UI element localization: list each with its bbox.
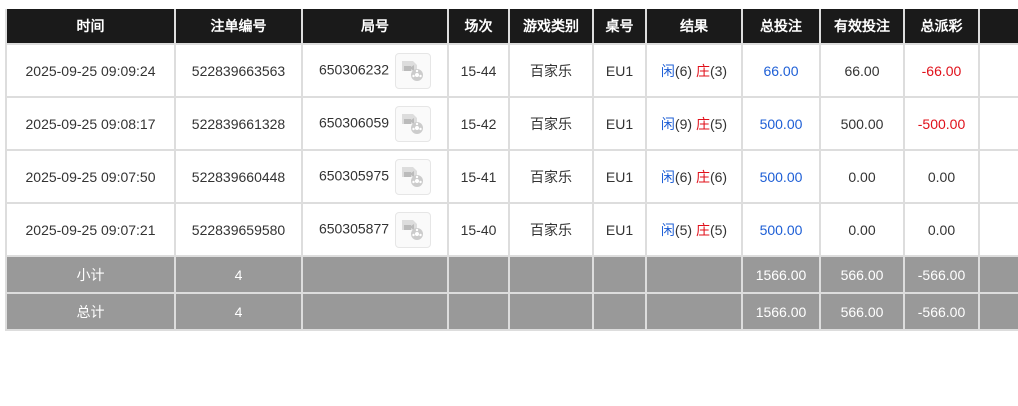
column-header: 时间 [5, 9, 176, 45]
video-replay-icon[interactable] [395, 158, 432, 195]
table-row: 2025-09-25 09:07:50 522839660448 6503059… [5, 149, 1018, 204]
banker-score: (6) [709, 168, 728, 185]
game-type: 百家乐 [508, 96, 594, 151]
banker-label: 庄 [695, 168, 710, 185]
bet-time: 2025-09-25 09:07:50 [5, 149, 176, 204]
column-header: 有效投注 [819, 9, 905, 45]
round-cell: 650306059 [301, 96, 449, 151]
game-type: 百家乐 [508, 202, 594, 257]
subtotal-count: 4 [174, 255, 303, 294]
table-row: 2025-09-25 09:07:21 522839659580 6503058… [5, 202, 1018, 257]
subtotal-valid-bet: 566.00 [819, 255, 905, 294]
subtotal-payout: -566.00 [903, 255, 980, 294]
game-type: 百家乐 [508, 149, 594, 204]
video-replay-icon[interactable] [395, 211, 432, 248]
table-row: 2025-09-25 09:09:24 522839663563 6503062… [5, 43, 1018, 98]
table-id: EU1 [592, 96, 647, 151]
total-bet[interactable]: 66.00 [741, 43, 821, 98]
valid-bet: 500.00 [819, 96, 905, 151]
subtotal-label: 小计 [5, 255, 176, 294]
payout: -500.00 [903, 96, 980, 151]
round-id: 650306232 [318, 61, 390, 78]
round-cell: 650305975 [301, 149, 449, 204]
total-bet[interactable]: 500.00 [741, 149, 821, 204]
column-header [978, 9, 1018, 45]
total-total-bet: 1566.00 [741, 292, 821, 331]
empty-cell [978, 96, 1018, 151]
video-replay-icon[interactable] [395, 52, 432, 89]
payout: -66.00 [903, 43, 980, 98]
empty-cell [978, 202, 1018, 257]
shoe: 15-44 [447, 43, 510, 98]
round-cell: 650306232 [301, 43, 449, 98]
table-id: EU1 [592, 43, 647, 98]
player-score: (9) [674, 115, 693, 132]
total-label: 总计 [5, 292, 176, 331]
round-id: 650305975 [318, 167, 390, 184]
bet-time: 2025-09-25 09:07:21 [5, 202, 176, 257]
subtotal-row: 小计 4 1566.00 566.00 -566.00 [5, 255, 1018, 294]
round-id: 650305877 [318, 220, 390, 237]
banker-label: 庄 [695, 62, 710, 79]
result: 闲(6) 庄(3) [645, 43, 743, 98]
valid-bet: 0.00 [819, 202, 905, 257]
empty-cell [978, 149, 1018, 204]
column-header: 场次 [447, 9, 510, 45]
table-header: 时间 注单编号 局号 场次 游戏类别 桌号 结果 总投注 有效投注 总派彩 [5, 9, 1018, 45]
column-header: 局号 [301, 9, 449, 45]
player-score: (6) [674, 168, 693, 185]
bet-time: 2025-09-25 09:08:17 [5, 96, 176, 151]
total-bet[interactable]: 500.00 [741, 96, 821, 151]
result: 闲(9) 庄(5) [645, 96, 743, 151]
column-header: 总投注 [741, 9, 821, 45]
shoe: 15-40 [447, 202, 510, 257]
column-header: 注单编号 [174, 9, 303, 45]
bet-id: 522839661328 [174, 96, 303, 151]
player-label: 闲 [660, 168, 675, 185]
banker-score: (5) [709, 221, 728, 238]
round-id: 650306059 [318, 114, 390, 131]
subtotal-total-bet: 1566.00 [741, 255, 821, 294]
game-type: 百家乐 [508, 43, 594, 98]
bet-id: 522839660448 [174, 149, 303, 204]
shoe: 15-42 [447, 96, 510, 151]
table-id: EU1 [592, 149, 647, 204]
total-bet[interactable]: 500.00 [741, 202, 821, 257]
player-label: 闲 [660, 62, 675, 79]
empty-cell [978, 43, 1018, 98]
valid-bet: 66.00 [819, 43, 905, 98]
total-count: 4 [174, 292, 303, 331]
banker-score: (3) [709, 62, 728, 79]
player-label: 闲 [660, 115, 675, 132]
banker-label: 庄 [695, 115, 710, 132]
player-score: (5) [674, 221, 693, 238]
column-header: 游戏类别 [508, 9, 594, 45]
valid-bet: 0.00 [819, 149, 905, 204]
table-id: EU1 [592, 202, 647, 257]
result: 闲(5) 庄(5) [645, 202, 743, 257]
bet-records-table: 时间 注单编号 局号 场次 游戏类别 桌号 结果 总投注 有效投注 总派彩 2025-09-25 … [5, 9, 1018, 331]
column-header: 总派彩 [903, 9, 980, 45]
table-row: 2025-09-25 09:08:17 522839661328 6503060… [5, 96, 1018, 151]
banker-label: 庄 [695, 221, 710, 238]
payout: 0.00 [903, 149, 980, 204]
bet-time: 2025-09-25 09:09:24 [5, 43, 176, 98]
result: 闲(6) 庄(6) [645, 149, 743, 204]
column-header: 桌号 [592, 9, 647, 45]
player-label: 闲 [660, 221, 675, 238]
total-row: 总计 4 1566.00 566.00 -566.00 [5, 292, 1018, 331]
shoe: 15-41 [447, 149, 510, 204]
bet-id: 522839659580 [174, 202, 303, 257]
payout: 0.00 [903, 202, 980, 257]
bet-id: 522839663563 [174, 43, 303, 98]
video-replay-icon[interactable] [395, 105, 432, 142]
total-payout: -566.00 [903, 292, 980, 331]
banker-score: (5) [709, 115, 728, 132]
total-valid-bet: 566.00 [819, 292, 905, 331]
round-cell: 650305877 [301, 202, 449, 257]
player-score: (6) [674, 62, 693, 79]
column-header: 结果 [645, 9, 743, 45]
